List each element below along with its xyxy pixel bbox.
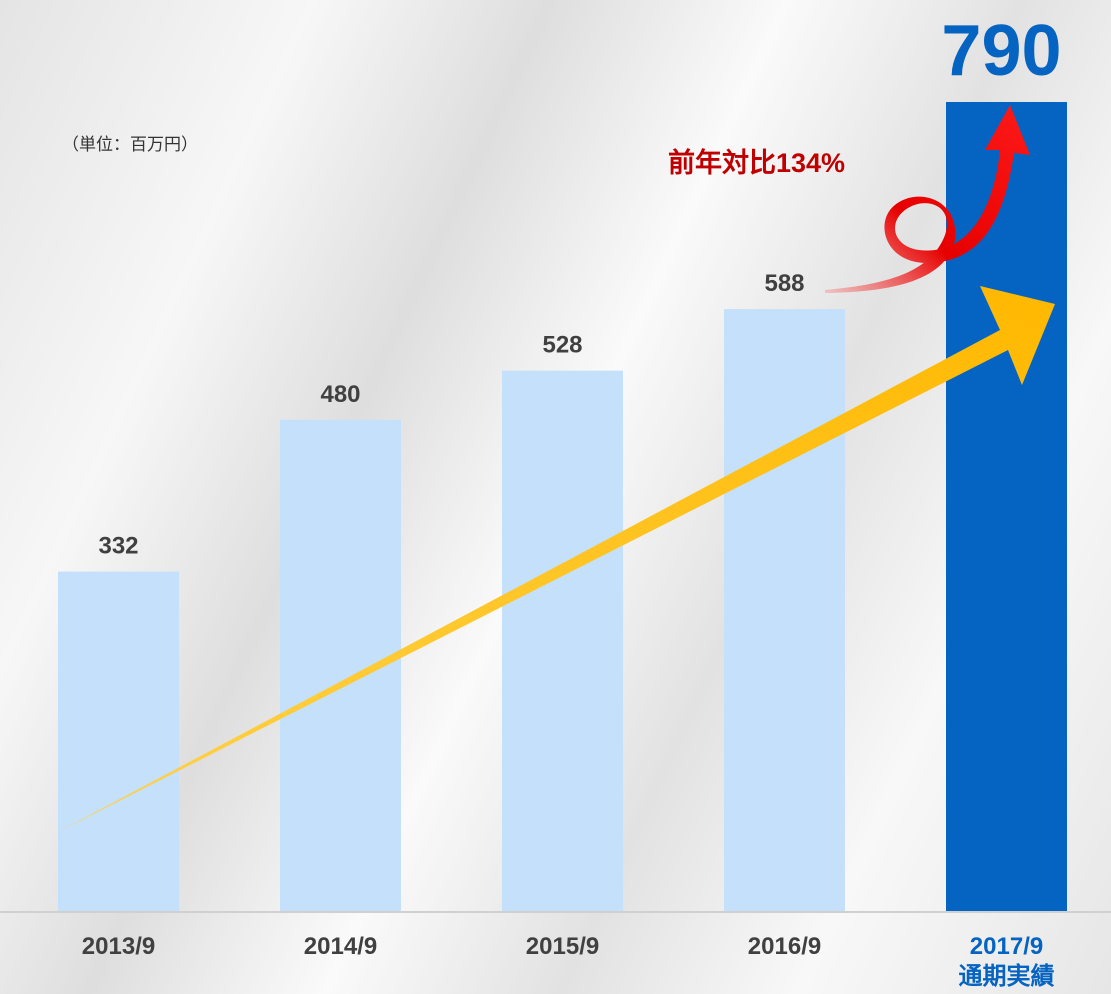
x-tick-label: 2016/9 <box>685 932 885 962</box>
x-tick-label: 2017/9 通期実績 <box>907 932 1107 992</box>
chart-svg: （単位：百万円） 前年対比134% 332 480 528 588 790 <box>0 0 1111 994</box>
bar <box>946 102 1067 912</box>
value-label: 480 <box>320 381 360 408</box>
unit-note: （単位：百万円） <box>62 135 198 154</box>
bar <box>502 371 623 912</box>
chart: （単位：百万円） 前年対比134% 332 480 528 588 790 2013/9… <box>0 0 1111 994</box>
value-label: 332 <box>98 533 138 560</box>
bar <box>58 572 179 912</box>
x-tick-label: 2014/9 <box>241 932 441 962</box>
x-tick-label: 2015/9 <box>463 932 663 962</box>
bar <box>724 309 845 912</box>
annotation: 前年対比134% <box>668 147 845 178</box>
value-label: 528 <box>542 332 582 359</box>
x-tick-label: 2013/9 <box>19 932 219 962</box>
value-label: 588 <box>764 270 804 297</box>
value-label: 790 <box>941 11 1061 91</box>
